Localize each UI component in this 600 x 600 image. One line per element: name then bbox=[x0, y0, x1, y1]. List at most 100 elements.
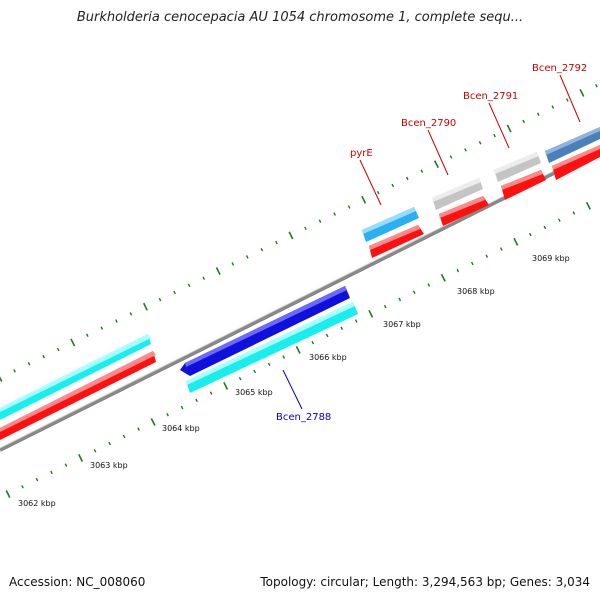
chromosome-backbone-highlight bbox=[0, 147, 600, 449]
tick-outer-28 bbox=[405, 176, 409, 181]
gene-bcen-2792[interactable] bbox=[545, 127, 600, 163]
tick-inner-6 bbox=[93, 448, 97, 453]
tick-inner-25 bbox=[368, 309, 374, 318]
leader-bcen-2788 bbox=[282, 369, 303, 410]
gene-label-pyre[interactable]: pyrE bbox=[350, 148, 373, 159]
tick-outer-9 bbox=[129, 312, 133, 316]
tick-outer-34 bbox=[493, 133, 496, 138]
tick-outer-5 bbox=[70, 338, 76, 347]
tick-inner-16 bbox=[238, 376, 242, 381]
tick-inner-7 bbox=[108, 441, 111, 446]
tick-inner-18 bbox=[267, 362, 271, 367]
tick-outer-35 bbox=[506, 124, 512, 133]
tick-inner-3 bbox=[50, 470, 53, 475]
tick-inner-2 bbox=[35, 477, 39, 482]
tick-inner-10 bbox=[150, 418, 156, 426]
tick-inner-26 bbox=[383, 304, 387, 309]
gene-bcen-2790[interactable] bbox=[432, 178, 483, 210]
scale-label-3063: 3063 kbp bbox=[90, 461, 128, 470]
tick-inner-36 bbox=[528, 232, 532, 237]
tick-inner-14 bbox=[209, 391, 213, 395]
tick-outer-33 bbox=[478, 140, 482, 145]
tick-inner-35 bbox=[513, 237, 519, 246]
tick-inner-30 bbox=[440, 273, 446, 282]
cds-bcen-2791[interactable] bbox=[501, 170, 546, 200]
tick-inner-13 bbox=[195, 398, 198, 403]
scale-label-3068: 3068 kbp bbox=[457, 287, 495, 296]
gene-label-bcen-2788[interactable]: Bcen_2788 bbox=[276, 412, 331, 423]
gene-bcen-2788-cyan[interactable] bbox=[186, 302, 358, 393]
tick-outer-19 bbox=[275, 240, 278, 245]
tick-inner-9 bbox=[137, 427, 140, 431]
tick-inner-32 bbox=[470, 261, 474, 266]
gene-label-bcen-2790[interactable]: Bcen_2790 bbox=[401, 118, 456, 129]
tick-outer-24 bbox=[347, 205, 351, 209]
tick-outer-36 bbox=[522, 119, 526, 124]
tick-inner-27 bbox=[398, 297, 402, 302]
tick-inner-19 bbox=[282, 355, 286, 359]
tick-outer-1 bbox=[13, 369, 16, 373]
tick-outer-31 bbox=[449, 155, 453, 159]
tick-outer-27 bbox=[391, 183, 395, 188]
tick-outer-2 bbox=[27, 361, 31, 366]
tick-outer-22 bbox=[318, 219, 322, 223]
gene-left-cyan[interactable] bbox=[0, 334, 151, 420]
tick-inner-34 bbox=[499, 247, 503, 251]
gene-label-bcen-2791[interactable]: Bcen_2791 bbox=[463, 91, 518, 102]
tick-outer-11 bbox=[158, 297, 162, 302]
tick-outer-26 bbox=[376, 190, 380, 195]
tick-inner-29 bbox=[427, 283, 431, 287]
tick-inner-40 bbox=[585, 201, 591, 210]
tick-inner-15 bbox=[223, 381, 229, 390]
tick-outer-6 bbox=[85, 333, 89, 338]
tick-outer-41 bbox=[595, 83, 598, 88]
accession-text: Accession: NC_008060 bbox=[9, 575, 146, 589]
tick-outer-32 bbox=[464, 148, 467, 152]
tick-inner-17 bbox=[253, 369, 257, 374]
gene-bcen-2788-blue[interactable] bbox=[180, 286, 350, 376]
tick-outer-39 bbox=[565, 98, 569, 102]
scale-label-3065: 3065 kbp bbox=[235, 388, 273, 397]
tick-outer-29 bbox=[420, 169, 424, 174]
tick-outer-10 bbox=[142, 302, 148, 311]
scale-label-3067: 3067 kbp bbox=[383, 320, 421, 329]
tick-outer-18 bbox=[260, 247, 264, 252]
tick-outer-37 bbox=[536, 112, 540, 117]
tick-outer-8 bbox=[115, 319, 118, 323]
tick-outer-25 bbox=[361, 195, 367, 204]
tick-outer-23 bbox=[333, 212, 336, 216]
gene-pyre[interactable] bbox=[362, 207, 419, 242]
tick-inner-4 bbox=[64, 463, 68, 467]
tick-outer-15 bbox=[215, 267, 221, 276]
tick-inner-1 bbox=[21, 485, 24, 489]
tick-inner-38 bbox=[557, 218, 561, 222]
map-title: Burkholderia cenocepacia AU 1054 chromos… bbox=[76, 10, 524, 25]
scale-label-3069: 3069 kbp bbox=[532, 254, 570, 263]
tick-inner-21 bbox=[311, 340, 315, 345]
tick-inner-5 bbox=[78, 454, 84, 462]
tick-inner-0 bbox=[5, 490, 11, 498]
tick-inner-12 bbox=[180, 405, 184, 410]
tick-outer-12 bbox=[173, 290, 176, 295]
leader-bcen-2790 bbox=[427, 129, 449, 176]
cds-bcen-2792[interactable] bbox=[552, 145, 600, 180]
tick-inner-33 bbox=[485, 254, 489, 258]
tick-outer-3 bbox=[42, 354, 45, 359]
gene-label-bcen-2792[interactable]: Bcen_2792 bbox=[532, 63, 587, 74]
scale-label-3066: 3066 kbp bbox=[309, 353, 347, 362]
cds-bcen-2790[interactable] bbox=[439, 196, 489, 226]
tick-outer-38 bbox=[551, 105, 555, 109]
tick-marks-inner bbox=[5, 201, 591, 498]
tick-inner-39 bbox=[572, 211, 576, 215]
cds-pyre[interactable] bbox=[369, 225, 424, 258]
scale-label-3064: 3064 kbp bbox=[162, 424, 200, 433]
gene-bcen-2791[interactable] bbox=[494, 152, 541, 182]
cds-left[interactable] bbox=[0, 351, 156, 440]
tick-outer-30 bbox=[433, 160, 439, 169]
tick-outer-40 bbox=[579, 88, 585, 97]
tick-outer-13 bbox=[187, 283, 191, 288]
tick-outer-7 bbox=[100, 326, 104, 330]
tick-inner-8 bbox=[122, 434, 126, 439]
tick-inner-28 bbox=[412, 290, 416, 295]
